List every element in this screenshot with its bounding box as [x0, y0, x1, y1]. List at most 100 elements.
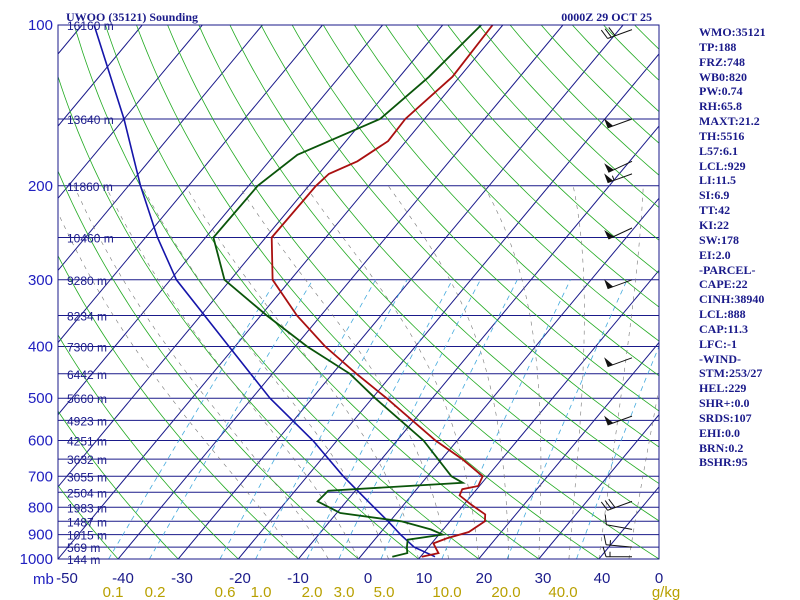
height-label: 7300 m: [67, 341, 107, 355]
moist-adiabat-line: [483, 185, 542, 559]
moist-adiabat-line: [73, 185, 329, 559]
sounding-index-item: RH:65.8: [699, 99, 742, 114]
wind-barb-feather: [600, 29, 608, 39]
sounding-index-item: BSHR:95: [699, 455, 748, 470]
moist-adiabat-line: [387, 185, 510, 559]
wind-barb-feather: [608, 27, 616, 37]
isotherm-line: [358, 197, 659, 559]
height-label: 2504 m: [67, 486, 107, 500]
dry-adiabat-line: [58, 170, 359, 559]
wind-barb-feather: [602, 546, 607, 557]
wind-barb: [604, 173, 633, 184]
wind-barb-staff: [607, 279, 633, 290]
height-label: 4251 m: [67, 435, 107, 449]
sounding-indices: WMO:35121 TP:188 FRZ:748 WB0:820 PW:0.74 RH:6…: [699, 25, 799, 470]
sounding-index-item: CAP:11.3: [699, 321, 748, 336]
moist-adiabat-line: [305, 185, 479, 559]
moist-adiabat-line: [185, 185, 419, 559]
wind-barb: [604, 279, 633, 290]
wind-barb-pennant: [604, 415, 614, 425]
dry-adiabat-line: [105, 25, 540, 559]
wind-barb-feather: [604, 28, 612, 38]
temperature-tick-label: -30: [171, 570, 193, 587]
pressure-tick-label: 300: [28, 272, 53, 289]
wind-barb-staff: [606, 524, 633, 530]
sounding-index-item: SW:178: [699, 232, 740, 247]
dry-adiabat-line: [540, 25, 659, 144]
temperature-tick-label: 20: [476, 570, 493, 587]
height-label: 10460 m: [67, 232, 114, 246]
wind-barb-pennant: [604, 118, 614, 128]
isotherm-line: [478, 341, 659, 559]
isotherm-line: [0, 25, 22, 559]
pressure-unit-label: mb: [33, 571, 54, 588]
isotherm-line: [58, 25, 143, 127]
mixing-ratio-line: [380, 279, 518, 559]
wind-barb: [604, 514, 633, 530]
pressure-tick-label: 200: [28, 178, 53, 195]
mixing-ratio-label: 2.0: [302, 584, 323, 600]
mixing-ratio-label: 10.0: [432, 584, 461, 600]
mixing-ratio-label: 0.6: [215, 584, 236, 600]
mixing-ratio-label: g/kg: [652, 584, 680, 600]
moist-adiabat-line: [628, 387, 659, 559]
temperature-tick-label: -10: [287, 570, 309, 587]
valid-time: 0000Z 29 OCT 25: [561, 10, 652, 24]
wind-barb: [602, 546, 632, 558]
height-label: 144 m: [67, 553, 100, 567]
isotherm-line: [58, 25, 203, 200]
wind-barb-pennant: [604, 173, 614, 183]
sounding-index-item: TH:5516: [699, 128, 745, 143]
mixing-ratio-line: [108, 279, 277, 559]
height-label: 569 m: [67, 541, 100, 555]
pressure-tick-label: 800: [28, 499, 53, 516]
sounding-index-item: SI:6.9: [699, 188, 730, 203]
isotherm-line: [117, 25, 564, 559]
height-label: 1015 m: [67, 529, 107, 543]
wind-barb: [604, 227, 633, 240]
mixing-ratio-label: 1.0: [251, 584, 272, 600]
wind-barb-pennant: [604, 279, 614, 289]
dry-adiabat-line: [322, 25, 659, 377]
isotherm-line: [237, 53, 659, 559]
isotherm-line: [418, 269, 659, 559]
sounding-index-item: KI:22: [699, 217, 729, 232]
sounding-index-item: LI:11.5: [699, 173, 737, 188]
wind-barb: [600, 27, 633, 39]
sounding-index-item: EI:2.0: [699, 247, 731, 262]
wind-barb-staff: [607, 500, 633, 511]
dry-adiabat-line: [509, 25, 659, 176]
wind-barb-feather: [608, 498, 616, 508]
dry-adiabat-line: [167, 25, 659, 559]
height-label: 1983 m: [67, 501, 107, 515]
dry-adiabat-line: [354, 25, 659, 342]
sounding-index-item: TT:42: [699, 203, 731, 218]
dry-adiabat-line: [58, 254, 299, 559]
isotherm-line: [58, 25, 323, 344]
wind-barbs: [600, 27, 633, 558]
sounding-index-item: LFC:-1: [699, 336, 737, 351]
pressure-tick-label: 100: [28, 17, 53, 34]
pressure-tick-label: 700: [28, 468, 53, 485]
dry-adiabat-line: [198, 25, 659, 522]
isotherm-line: [58, 25, 383, 416]
dry-adiabat-line: [478, 25, 659, 209]
wind-barb: [604, 415, 633, 426]
temperature-tick-label: 0: [655, 570, 663, 587]
mixing-ratio-label: 40.0: [548, 584, 577, 600]
height-label: 3055 m: [67, 470, 107, 484]
mixing-ratio-line: [441, 279, 571, 559]
dewpoint-trace: [212, 25, 482, 558]
sounding-index-item: MAXT:21.2: [699, 114, 760, 129]
sounding-index-item: SHR+:0.0: [699, 396, 750, 411]
mixing-ratio-line: [576, 345, 659, 559]
mixing-ratio-label: 0.1: [103, 584, 124, 600]
moist-adiabat-line: [105, 185, 359, 559]
temperature-tick-label: 30: [535, 570, 552, 587]
height-label: 11860 m: [67, 180, 113, 194]
wind-barb-feather: [604, 500, 612, 510]
sounding-index-item: BRN:0.2: [699, 440, 744, 455]
dry-adiabat-line: [291, 25, 659, 412]
isotherm-line: [298, 125, 659, 559]
